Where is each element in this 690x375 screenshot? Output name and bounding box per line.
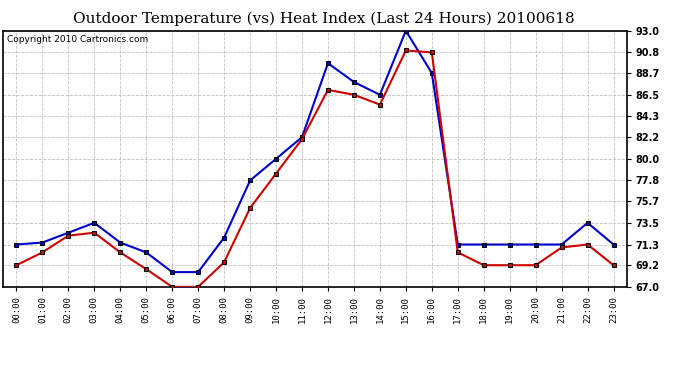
Text: Outdoor Temperature (vs) Heat Index (Last 24 Hours) 20100618: Outdoor Temperature (vs) Heat Index (Las… bbox=[74, 11, 575, 26]
Text: Copyright 2010 Cartronics.com: Copyright 2010 Cartronics.com bbox=[7, 34, 148, 44]
